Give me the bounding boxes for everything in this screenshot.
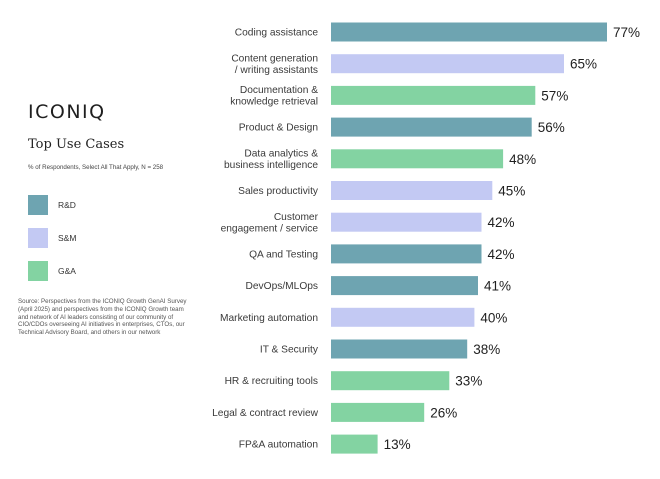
legend-label-rd: R&D bbox=[58, 200, 76, 210]
value-label: 38% bbox=[473, 342, 500, 357]
legend-swatch-sm bbox=[28, 228, 48, 248]
legend-label-sm: S&M bbox=[58, 233, 77, 243]
legend-label-ga: G&A bbox=[58, 266, 76, 276]
bar bbox=[331, 307, 475, 327]
chart-subtitle: % of Respondents, Select All That Apply,… bbox=[28, 164, 164, 171]
bar bbox=[331, 276, 478, 296]
category-label: Customer bbox=[274, 212, 319, 223]
category-label: FP&A automation bbox=[239, 440, 318, 451]
bar bbox=[331, 22, 607, 42]
bar bbox=[331, 149, 504, 169]
category-label: Data analytics & bbox=[244, 149, 318, 160]
category-label: IT & Security bbox=[260, 345, 319, 356]
category-label: Coding assistance bbox=[235, 28, 319, 39]
legend-item-ga: G&A bbox=[28, 261, 76, 281]
value-label: 40% bbox=[480, 310, 507, 325]
category-label: engagement / service bbox=[221, 223, 319, 234]
category-label: Product & Design bbox=[239, 123, 318, 134]
source-note: Source: Perspectives from the ICONIQ Gro… bbox=[18, 298, 187, 337]
bar bbox=[331, 402, 425, 422]
value-label: 77% bbox=[613, 25, 640, 40]
value-label: 56% bbox=[538, 120, 565, 135]
category-label: Content generation bbox=[231, 54, 318, 65]
category-label: Documentation & bbox=[240, 85, 318, 96]
bar bbox=[331, 54, 564, 74]
legend-item-sm: S&M bbox=[28, 228, 76, 248]
value-label: 41% bbox=[484, 279, 511, 294]
bar bbox=[331, 339, 468, 359]
legend-swatch-rd bbox=[28, 195, 48, 215]
category-label: / writing assistants bbox=[235, 65, 318, 76]
category-label: QA and Testing bbox=[249, 249, 318, 260]
category-label: knowledge retrieval bbox=[230, 97, 318, 108]
category-label: Marketing automation bbox=[220, 313, 318, 324]
value-label: 26% bbox=[430, 405, 457, 420]
chart-title: Top Use Cases bbox=[28, 137, 125, 152]
value-label: 42% bbox=[488, 215, 515, 230]
bar bbox=[331, 181, 493, 200]
category-label: Legal & contract review bbox=[212, 408, 319, 419]
category-label: DevOps/MLOps bbox=[246, 281, 318, 292]
value-label: 57% bbox=[541, 88, 568, 103]
value-label: 65% bbox=[570, 57, 597, 72]
category-label: business intelligence bbox=[224, 160, 318, 171]
legend-swatch-ga bbox=[28, 261, 48, 281]
value-label: 42% bbox=[488, 247, 515, 262]
category-label: Sales productivity bbox=[238, 186, 319, 197]
bar bbox=[331, 117, 532, 137]
bar bbox=[331, 85, 536, 105]
value-label: 13% bbox=[384, 437, 411, 452]
value-label: 33% bbox=[455, 374, 482, 389]
value-label: 45% bbox=[498, 184, 525, 199]
bar bbox=[331, 244, 482, 264]
legend-item-rd: R&D bbox=[28, 195, 76, 215]
brand-logo: ICONIQ bbox=[28, 101, 106, 123]
category-label: HR & recruiting tools bbox=[225, 376, 318, 387]
value-label: 48% bbox=[509, 152, 536, 167]
bar bbox=[331, 371, 450, 391]
bar bbox=[331, 434, 378, 454]
bar bbox=[331, 212, 482, 232]
